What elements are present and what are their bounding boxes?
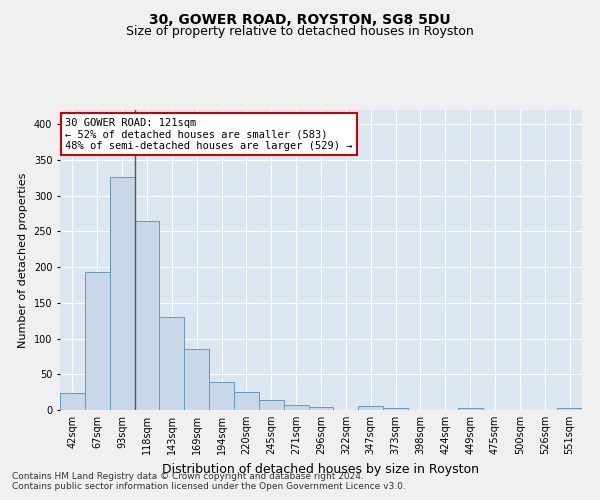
Bar (259, 400, 284, 410)
Bar (234, 392, 259, 410)
Bar (60, 393, 85, 410)
Text: Contains public sector information licensed under the Open Government Licence v3: Contains public sector information licen… (12, 482, 406, 491)
Bar (358, 406, 383, 410)
Bar (458, 408, 482, 410)
Bar (110, 177, 134, 410)
Text: 30, GOWER ROAD, ROYSTON, SG8 5DU: 30, GOWER ROAD, ROYSTON, SG8 5DU (149, 12, 451, 26)
Bar (160, 317, 184, 410)
Text: 30 GOWER ROAD: 121sqm
← 52% of detached houses are smaller (583)
48% of semi-det: 30 GOWER ROAD: 121sqm ← 52% of detached … (65, 118, 353, 150)
Text: Contains HM Land Registry data © Crown copyright and database right 2024.: Contains HM Land Registry data © Crown c… (12, 472, 364, 481)
Bar (209, 382, 234, 410)
Bar (85, 272, 110, 410)
Bar (383, 408, 408, 410)
Bar (184, 348, 209, 410)
Text: Size of property relative to detached houses in Royston: Size of property relative to detached ho… (126, 25, 474, 38)
Bar (557, 408, 582, 410)
Bar (284, 405, 308, 410)
Y-axis label: Number of detached properties: Number of detached properties (18, 172, 28, 348)
Bar (134, 220, 160, 410)
Bar (308, 407, 334, 410)
X-axis label: Distribution of detached houses by size in Royston: Distribution of detached houses by size … (163, 462, 479, 475)
